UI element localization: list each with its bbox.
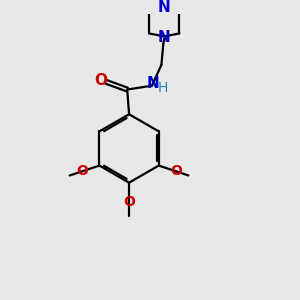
- Text: O: O: [76, 164, 88, 178]
- Text: H: H: [157, 81, 167, 94]
- Text: N: N: [146, 76, 159, 91]
- Text: O: O: [123, 195, 135, 209]
- Text: O: O: [94, 73, 107, 88]
- Text: O: O: [170, 164, 182, 178]
- Text: N: N: [158, 30, 171, 45]
- Text: N: N: [158, 0, 171, 15]
